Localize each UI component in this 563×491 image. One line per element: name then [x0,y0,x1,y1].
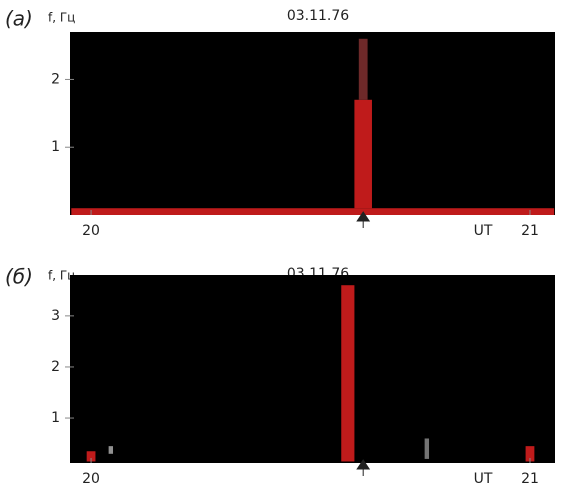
chart-title: 03.11.76 [287,8,349,24]
x-tick-label: 20 [82,471,100,487]
emission [424,438,430,459]
y-axis-label: f, Гц [48,11,75,25]
x-axis-label: UT [474,223,493,239]
emission [108,446,114,454]
emission [86,451,96,462]
x-tick-label: 21 [521,471,539,487]
emission [341,285,355,462]
emission [71,208,555,215]
y-tick-label: 1 [51,410,60,426]
event-marker [356,459,371,476]
emission [354,99,372,209]
x-axis-label: UT [474,471,493,487]
y-tick-label: 2 [51,359,60,375]
event-marker [356,211,371,228]
plot-area [70,32,555,215]
y-tick-label: 2 [51,71,60,87]
plot-area [70,275,555,463]
y-tick-label: 3 [51,308,60,324]
y-axis-label: f, Гц [48,269,75,283]
emission [525,446,535,462]
x-tick-label: 21 [521,223,539,239]
emission [358,38,368,100]
x-tick-label: 20 [82,223,100,239]
panel-label: (б) [5,265,33,289]
y-tick-label: 1 [51,139,60,155]
panel-label: (а) [5,7,33,31]
